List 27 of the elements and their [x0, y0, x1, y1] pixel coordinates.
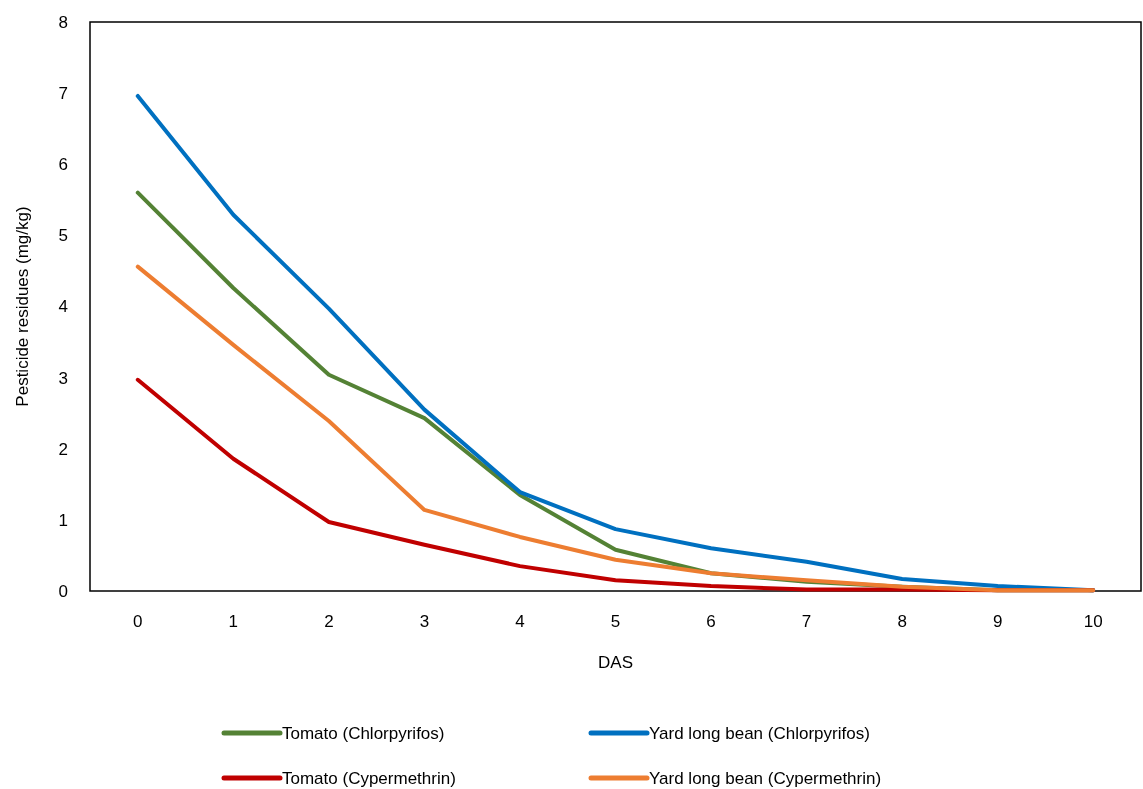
legend-label: Yard long bean (Chlorpyrifos) [649, 723, 870, 743]
x-axis-title: DAS [598, 653, 633, 672]
x-tick-label: 10 [1083, 612, 1103, 631]
legend-label: Tomato (Chlorpyrifos) [282, 723, 445, 743]
x-tick-label: 4 [515, 612, 525, 631]
x-tick-label: 7 [801, 612, 812, 631]
y-tick-label: 2 [58, 439, 68, 459]
y-tick-label: 4 [58, 297, 68, 317]
y-axis-title: Pesticide residues (mg/kg) [13, 206, 32, 407]
y-tick-label: 5 [58, 226, 68, 246]
y-tick-label: 1 [58, 510, 68, 530]
x-tick-label: 2 [324, 612, 334, 631]
legend-label: Yard long bean (Cypermethrin) [649, 768, 882, 788]
y-tick-label: 6 [58, 155, 68, 175]
x-tick-label: 0 [133, 612, 143, 631]
y-tick-label: 3 [58, 368, 68, 388]
y-tick-label: 0 [58, 581, 68, 601]
legend-label: Tomato (Cypermethrin) [282, 768, 456, 788]
x-tick-label: 9 [992, 612, 1003, 631]
y-tick-label: 8 [58, 12, 68, 32]
y-tick-label: 7 [58, 84, 68, 104]
line-series [135, 264, 1096, 593]
x-tick-label: 8 [897, 612, 907, 631]
x-tick-label: 6 [706, 612, 716, 631]
x-tick-label: 1 [228, 612, 239, 631]
x-tick-label: 3 [419, 612, 430, 631]
x-tick-label: 5 [610, 612, 621, 631]
